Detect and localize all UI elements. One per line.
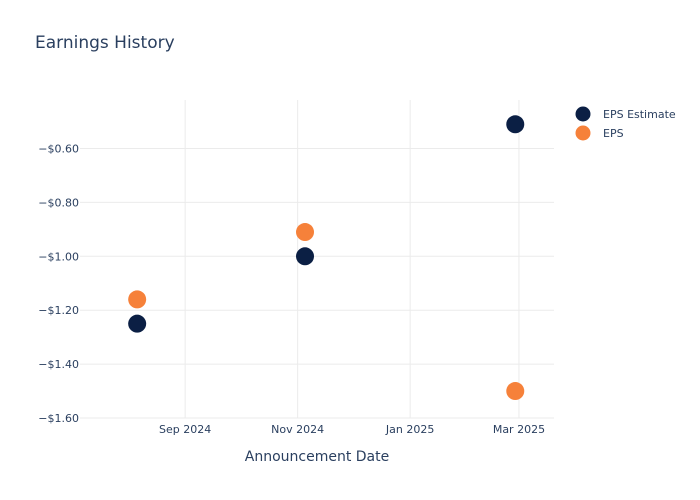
x-tick-label: Nov 2024 xyxy=(271,423,324,436)
x-axis-ticks: Sep 2024 Nov 2024 Jan 2025 Mar 2025 xyxy=(159,423,545,436)
eps-point xyxy=(506,382,525,401)
y-axis-ticks: −$0.60 −$0.80 −$1.00 −$1.20 −$1.40 −$1.60 xyxy=(38,143,79,425)
y-tick-label: −$0.80 xyxy=(38,196,79,209)
y-tick-label: −$1.00 xyxy=(38,250,79,263)
x-tick-label: Mar 2025 xyxy=(493,423,545,436)
y-tick-label: −$1.40 xyxy=(38,358,79,371)
eps-point xyxy=(296,223,315,242)
eps-estimate-point xyxy=(506,115,525,134)
eps-estimate-legend-label: EPS Estimate xyxy=(603,108,676,121)
chart-title: Earnings History xyxy=(35,33,175,53)
eps-legend-marker xyxy=(575,125,591,141)
x-axis-title: Announcement Date xyxy=(245,449,389,465)
eps-estimate-legend-marker xyxy=(575,106,591,122)
x-tick-label: Jan 2025 xyxy=(385,423,434,436)
data-points xyxy=(128,115,525,401)
eps-point xyxy=(128,290,147,309)
y-tick-label: −$1.20 xyxy=(38,304,79,317)
legend: EPS Estimate EPS xyxy=(575,106,676,141)
y-tick-label: −$1.60 xyxy=(38,412,79,425)
y-tick-label: −$0.60 xyxy=(38,143,79,156)
grid-lines xyxy=(80,100,554,419)
eps-legend-label: EPS xyxy=(603,127,624,140)
eps-estimate-point xyxy=(296,247,315,266)
eps-estimate-point xyxy=(128,314,147,333)
x-tick-label: Sep 2024 xyxy=(159,423,211,436)
